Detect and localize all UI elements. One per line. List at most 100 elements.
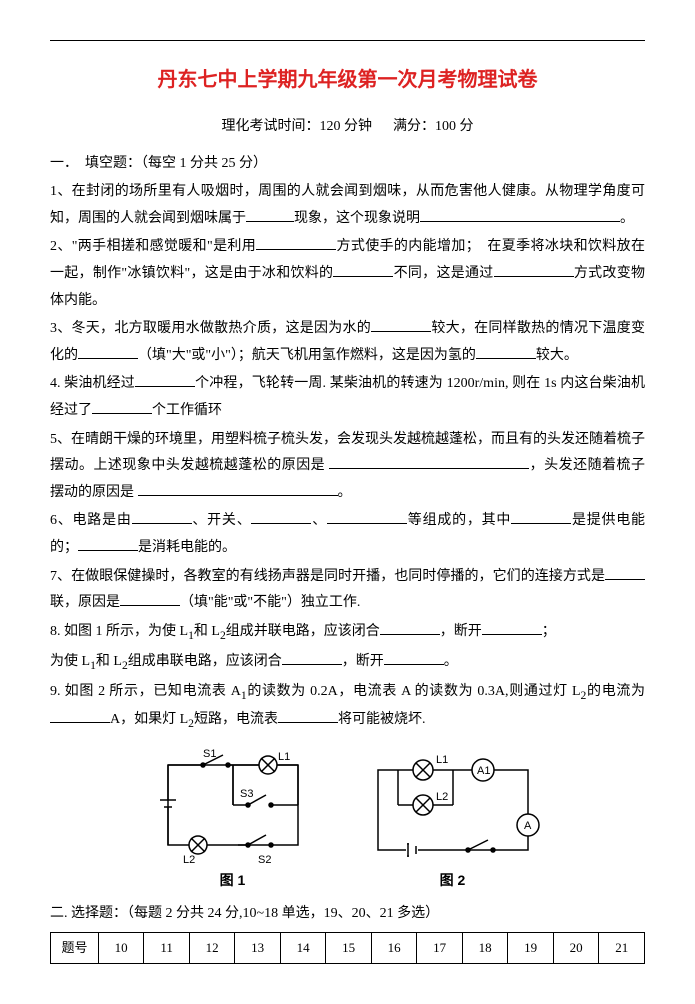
q2: 2、"两手相搓和感觉暖和"是利用方式使手的内能增加； 在夏季将冰块和饮料放在一起… (50, 234, 645, 314)
fig1-l2: L2 (183, 854, 195, 865)
q1-blank-1 (246, 207, 294, 222)
row-label-cell: 题号 (51, 932, 99, 964)
q5: 5、在晴朗干燥的环境里，用塑料梳子梳头发，会发现头发越梳越蓬松，而且有的头发还随… (50, 427, 645, 507)
q8-line1: 8. 如图 1 所示，为使 L1和 L2组成并联电路，应该闭合，断开； (50, 619, 645, 647)
fig1-s1: S1 (203, 748, 216, 760)
q5-blank-2 (138, 481, 338, 496)
fig1-s2: S2 (258, 854, 271, 865)
circuit-2-svg: L1 A1 L2 A (358, 745, 548, 865)
circuit-1-svg: S1 L1 S3 L2 S2 (148, 745, 318, 865)
q9-text-a: 9. 如图 2 所示，已知电流表 A (50, 684, 241, 699)
col-11: 11 (144, 932, 190, 964)
figure-1: S1 L1 S3 L2 S2 图 1 (148, 745, 318, 894)
q3-text-c: （填"大"或"小"）；航天飞机用氢作燃料，这是因为氢的 (138, 348, 476, 363)
q8-text-b: 和 L (194, 624, 220, 639)
q8-text-a: 8. 如图 1 所示，为使 L (50, 624, 188, 639)
q9-text-b: 的读数为 0.2A，电流表 A 的读数为 0.3A,则通过灯 L (247, 684, 581, 699)
q2-text-c: 不同，这是通过 (393, 266, 493, 281)
q9-text-d: A，如果灯 L (110, 712, 188, 727)
q9-blank-1 (50, 708, 110, 723)
q3-blank-1 (371, 317, 431, 332)
q8-blank-4 (384, 650, 444, 665)
q8-line2: 为使 L1和 L2组成串联电路，应该闭合，断开。 (50, 649, 645, 677)
q7-text-a: 7、在做眼保健操时，各教室的有线扬声器是同时开播，也同时停播的，它们的连接方式是 (50, 569, 605, 584)
q7-blank-1 (605, 565, 645, 580)
q1-blank-2 (420, 207, 620, 222)
q8-blank-3 (282, 650, 342, 665)
exam-time: 理化考试时间：120 分钟 (222, 119, 373, 134)
q4-blank-1 (135, 372, 195, 387)
q8-text-e: ； (542, 624, 556, 639)
q6-blank-5 (78, 536, 138, 551)
col-10: 10 (98, 932, 144, 964)
section1-heading: 一． 填空题：（每空 1 分共 25 分） (50, 151, 645, 178)
fig1-label: 图 1 (148, 867, 318, 894)
q6-blank-2 (251, 509, 311, 524)
col-16: 16 (371, 932, 417, 964)
figures-row: S1 L1 S3 L2 S2 图 1 (50, 745, 645, 894)
q6-text-d: 等组成的，其中 (407, 513, 511, 528)
col-20: 20 (553, 932, 599, 964)
fig1-s3: S3 (240, 788, 253, 800)
q8-text-f: 为使 L (50, 654, 90, 669)
q6-text-a: 6、电路是由 (50, 513, 132, 528)
col-12: 12 (189, 932, 235, 964)
q2-blank-2 (333, 262, 393, 277)
q1-text-c: 。 (620, 211, 634, 226)
q4-blank-2 (92, 399, 152, 414)
q1: 1、在封闭的场所里有人吸烟时，周围的人就会闻到烟味，从而危害他人健康。从物理学角… (50, 179, 645, 232)
full-score: 满分：100 分 (393, 119, 474, 134)
q3-blank-3 (476, 344, 536, 359)
col-13: 13 (235, 932, 281, 964)
table-row: 题号 10 11 12 13 14 15 16 17 18 19 20 21 (51, 932, 645, 964)
answer-table: 题号 10 11 12 13 14 15 16 17 18 19 20 21 (50, 932, 645, 965)
q1-text-b: 现象，这个现象说明 (294, 211, 420, 226)
q3: 3、冬天，北方取暖用水做散热介质，这是因为水的较大，在同样散热的情况下温度变化的… (50, 316, 645, 369)
fig2-a1: A1 (477, 765, 490, 777)
q8-text-d: ，断开 (440, 624, 482, 639)
q8-text-i: ，断开 (342, 654, 384, 669)
q9-blank-2 (278, 708, 338, 723)
q2-blank-1 (256, 235, 336, 250)
col-15: 15 (326, 932, 372, 964)
q9-text-f: 将可能被烧坏. (338, 712, 426, 727)
q3-blank-2 (78, 344, 138, 359)
section2-heading: 二. 选择题：（每题 2 分共 24 分,10~18 单选，19、20、21 多… (50, 901, 645, 928)
col-19: 19 (508, 932, 554, 964)
col-18: 18 (462, 932, 508, 964)
q4: 4. 柴油机经过个冲程，飞轮转一周. 某柴油机的转速为 1200r/min, 则… (50, 371, 645, 424)
q8-text-j: 。 (444, 654, 458, 669)
fig2-l2: L2 (436, 791, 448, 803)
fig2-l1: L1 (436, 754, 448, 766)
q6-text-f: 是消耗电能的。 (138, 540, 236, 555)
q3-text-d: 较大。 (536, 348, 578, 363)
col-14: 14 (280, 932, 326, 964)
col-21: 21 (599, 932, 645, 964)
q5-text-c: 。 (338, 485, 352, 500)
q8-text-g: 和 L (96, 654, 122, 669)
figure-2: L1 A1 L2 A 图 2 (358, 745, 548, 894)
q2-blank-3 (494, 262, 574, 277)
subtitle-line: 理化考试时间：120 分钟 满分：100 分 (50, 114, 645, 141)
fig2-label: 图 2 (358, 867, 548, 894)
fig1-l1: L1 (278, 751, 290, 763)
q7-blank-2 (120, 591, 180, 606)
q8-text-c: 组成并联电路，应该闭合 (226, 624, 380, 639)
q8-text-h: 组成串联电路，应该闭合 (128, 654, 282, 669)
q6: 6、电路是由、开关、、等组成的，其中是提供电能的；是消耗电能的。 (50, 508, 645, 561)
fig2-a: A (524, 820, 532, 832)
q9: 9. 如图 2 所示，已知电流表 A1的读数为 0.2A，电流表 A 的读数为 … (50, 679, 645, 735)
title-red: 丹东七中上学期九年级第一次月考物理试卷 (158, 69, 538, 91)
q4-text-a: 4. 柴油机经过 (50, 376, 135, 391)
q7-text-c: （填"能"或"不能"）独立工作. (180, 595, 360, 610)
q6-blank-4 (511, 509, 571, 524)
q2-text-a: 2、"两手相搓和感觉暖和"是利用 (50, 239, 256, 254)
q7: 7、在做眼保健操时，各教室的有线扬声器是同时开播，也同时停播的，它们的连接方式是… (50, 564, 645, 617)
q9-text-c: 的电流为 (586, 684, 645, 699)
q6-text-c: 、 (311, 513, 327, 528)
q6-blank-3 (327, 509, 407, 524)
q8-blank-2 (482, 620, 542, 635)
exam-title: 丹东七中上学期九年级第一次月考物理试卷 (50, 61, 645, 99)
top-rule (50, 40, 645, 41)
q4-text-c: 个工作循环 (152, 403, 222, 418)
